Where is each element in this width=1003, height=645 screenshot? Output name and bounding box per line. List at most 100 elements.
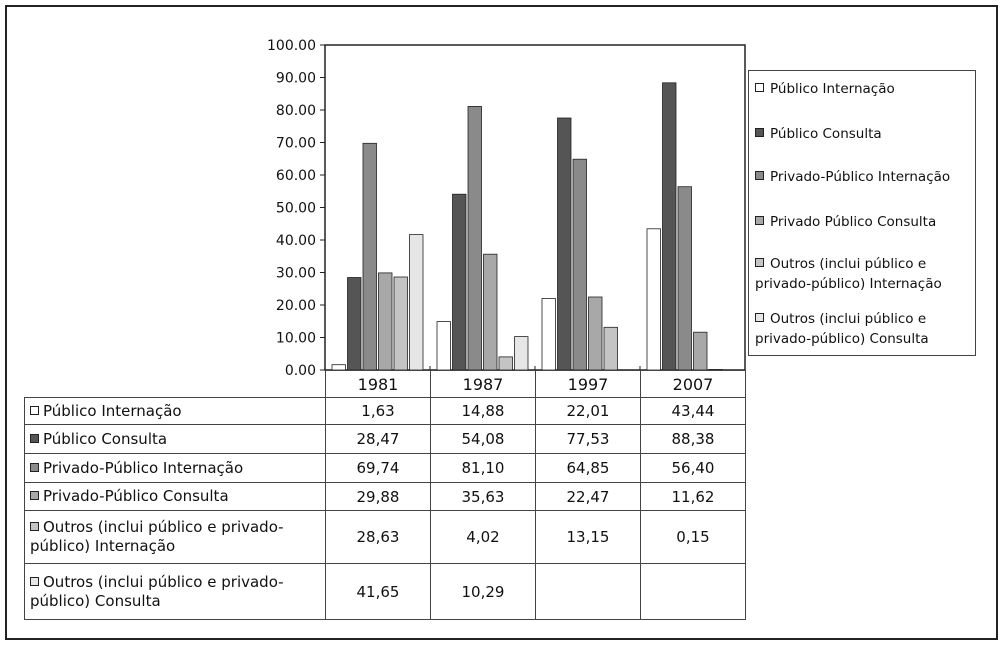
swatch-5 bbox=[30, 576, 39, 586]
y-tick-label: 60.00 bbox=[276, 168, 316, 184]
y-tick-label: 10.00 bbox=[276, 331, 316, 347]
swatch-1 bbox=[30, 433, 39, 443]
legend-item: Privado Público Consulta bbox=[755, 212, 973, 232]
legend-item: Outros (inclui público e privado-público… bbox=[755, 254, 973, 294]
bar bbox=[646, 228, 661, 371]
legend: Público Internação Público Consulta Privad… bbox=[748, 70, 976, 356]
bar bbox=[467, 106, 482, 371]
swatch-4 bbox=[30, 522, 39, 531]
legend-label: Outros (inclui público e privado-público… bbox=[755, 256, 942, 292]
table-cell bbox=[535, 563, 641, 620]
bar bbox=[557, 117, 572, 371]
table-corner bbox=[24, 370, 326, 398]
table-cell: 13,15 bbox=[535, 510, 641, 564]
bar bbox=[514, 336, 529, 371]
table-cell: 1,63 bbox=[325, 397, 431, 425]
table-cell: 22,01 bbox=[535, 397, 641, 425]
row-label: Outros (inclui público e privado-público… bbox=[24, 563, 326, 620]
table-cell: 54,08 bbox=[430, 424, 536, 454]
legend-swatch bbox=[755, 258, 764, 267]
table-row: Outros (inclui público e privado-público… bbox=[24, 510, 746, 564]
bar bbox=[393, 276, 408, 371]
bar bbox=[483, 253, 498, 371]
y-tick-label: 30.00 bbox=[276, 266, 316, 282]
legend-item: Público Consulta bbox=[755, 124, 973, 144]
legend-label: Público Consulta bbox=[770, 126, 882, 142]
table-cell: 35,63 bbox=[430, 482, 536, 511]
table-cell: 29,88 bbox=[325, 482, 431, 511]
bar bbox=[541, 298, 556, 371]
bar bbox=[362, 142, 377, 371]
table-cell: 14,88 bbox=[430, 397, 536, 425]
table-row: Privado-Público Consulta 29,88 35,63 22,… bbox=[24, 482, 746, 511]
table-cell: 69,74 bbox=[325, 453, 431, 483]
bar bbox=[662, 82, 677, 371]
swatch-2 bbox=[30, 462, 39, 472]
table-row: Público Consulta 28,47 54,08 77,53 88,38 bbox=[24, 424, 746, 454]
table-row: Privado-Público Internação 69,74 81,10 6… bbox=[24, 453, 746, 483]
table-cell: 77,53 bbox=[535, 424, 641, 454]
legend-label: Outros (inclui público e privado-público… bbox=[755, 311, 929, 347]
table-cell: 81,10 bbox=[430, 453, 536, 483]
y-tick-label: 20.00 bbox=[276, 298, 316, 314]
swatch-3 bbox=[30, 491, 39, 500]
legend-swatch bbox=[755, 128, 764, 137]
bar bbox=[588, 296, 603, 371]
y-tick-label: 100.00 bbox=[267, 38, 316, 54]
table-cell: 22,47 bbox=[535, 482, 641, 511]
legend-item: Outros (inclui público e privado-público… bbox=[755, 309, 973, 349]
bar bbox=[603, 326, 618, 371]
legend-item: Público Internação bbox=[755, 79, 973, 99]
bar bbox=[347, 277, 362, 371]
bar bbox=[452, 193, 467, 371]
table-cell: 56,40 bbox=[640, 453, 746, 483]
legend-swatch bbox=[755, 313, 764, 322]
swatch-0 bbox=[30, 405, 39, 415]
table-cell bbox=[640, 563, 746, 620]
bar bbox=[436, 321, 451, 371]
table-cell: 88,38 bbox=[640, 424, 746, 454]
y-tick-label: 80.00 bbox=[276, 103, 316, 119]
table-row: Público Internação 1,63 14,88 22,01 43,4… bbox=[24, 397, 746, 425]
category-label: 1987 bbox=[430, 370, 536, 398]
legend-label: Público Internação bbox=[770, 81, 895, 97]
y-tick-label: 70.00 bbox=[276, 136, 316, 152]
table-header-row: 1981 1987 1997 2007 bbox=[24, 370, 746, 398]
legend-swatch bbox=[755, 83, 764, 92]
table-cell: 0,15 bbox=[640, 510, 746, 564]
y-tick-label: 90.00 bbox=[276, 71, 316, 87]
bar bbox=[378, 272, 393, 371]
row-label: Privado-Público Consulta bbox=[24, 482, 326, 511]
table-row: Outros (inclui público e privado-público… bbox=[24, 563, 746, 620]
legend-label: Privado-Público Internação bbox=[770, 169, 951, 185]
table-cell: 41,65 bbox=[325, 563, 431, 620]
bar bbox=[498, 356, 513, 371]
legend-swatch bbox=[755, 216, 764, 225]
table-cell: 64,85 bbox=[535, 453, 641, 483]
table-cell: 4,02 bbox=[430, 510, 536, 564]
bar bbox=[409, 234, 424, 371]
y-tick-label: 50.00 bbox=[276, 201, 316, 217]
legend-item: Privado-Público Internação bbox=[755, 167, 973, 187]
table-cell: 10,29 bbox=[430, 563, 536, 620]
row-label: Público Internação bbox=[24, 397, 326, 425]
row-label: Privado-Público Internação bbox=[24, 453, 326, 483]
data-table: 1981 1987 1997 2007 Público Internação 1… bbox=[24, 370, 746, 620]
legend-label: Privado Público Consulta bbox=[770, 214, 937, 230]
legend-swatch bbox=[755, 171, 764, 180]
bar bbox=[572, 158, 587, 371]
category-label: 1997 bbox=[535, 370, 641, 398]
table-cell: 28,47 bbox=[325, 424, 431, 454]
table-cell: 28,63 bbox=[325, 510, 431, 564]
bar bbox=[693, 331, 708, 371]
table-cell: 11,62 bbox=[640, 482, 746, 511]
row-label: Público Consulta bbox=[24, 424, 326, 454]
category-label: 1981 bbox=[325, 370, 431, 398]
category-label: 2007 bbox=[640, 370, 746, 398]
bar bbox=[677, 186, 692, 371]
row-label: Outros (inclui público e privado-público… bbox=[24, 510, 326, 564]
table-cell: 43,44 bbox=[640, 397, 746, 425]
y-tick-label: 40.00 bbox=[276, 233, 316, 249]
bars bbox=[331, 82, 723, 371]
